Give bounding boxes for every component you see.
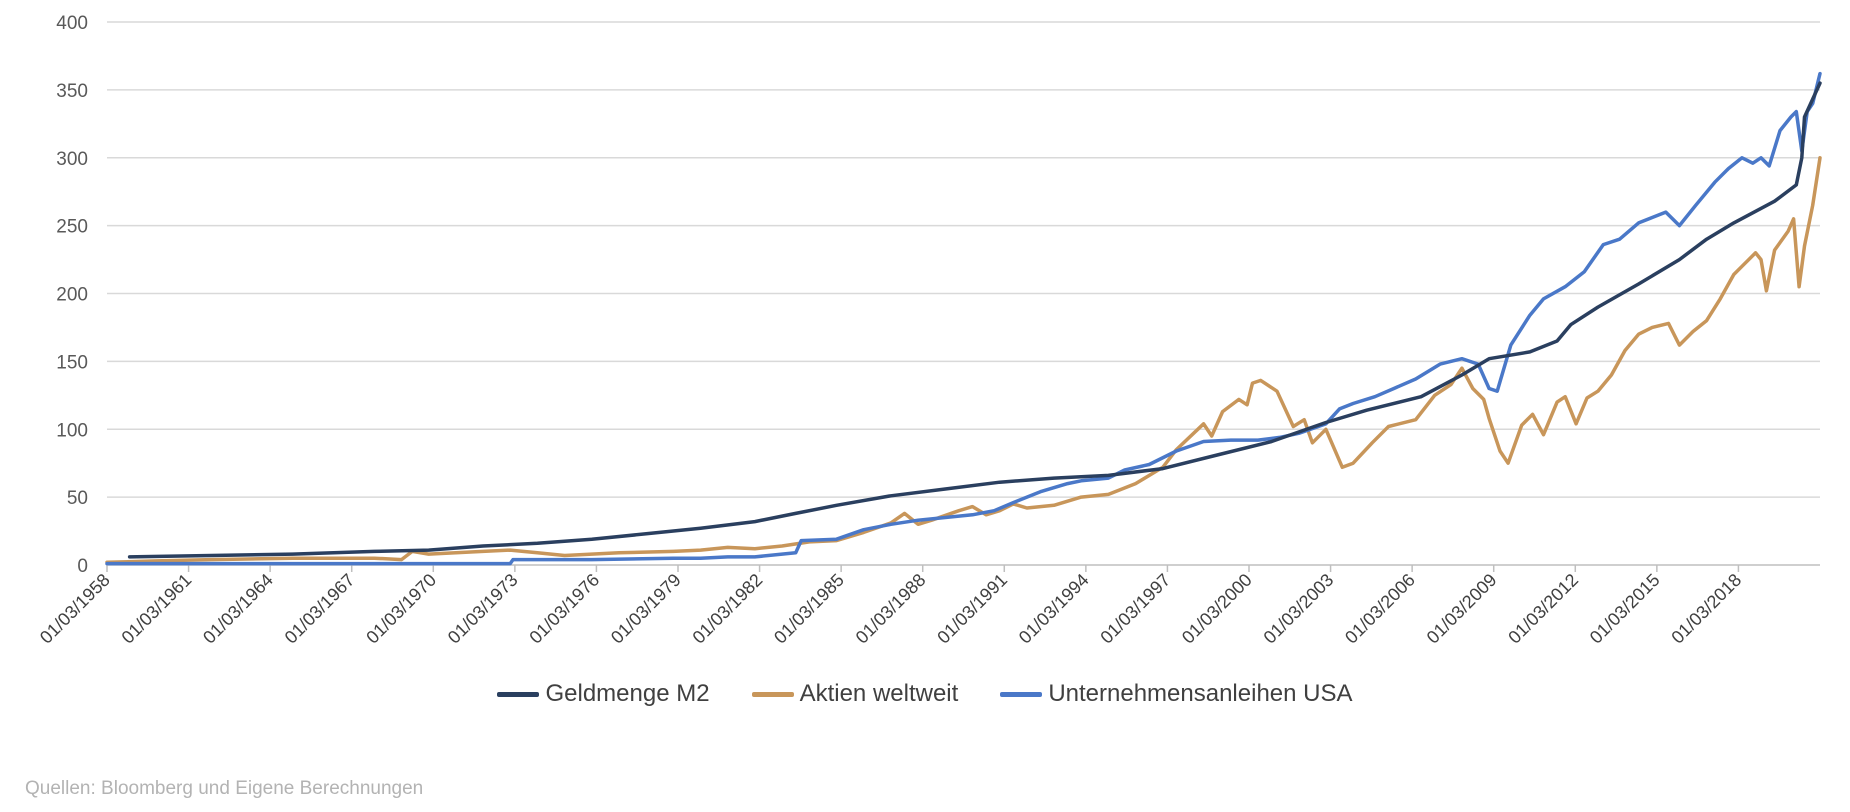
x-axis: 01/03/1958 01/03/1961 01/03/1964 01/03/1967…: [36, 565, 1745, 648]
series-lines: [105, 71, 1822, 566]
legend-swatch-m2: [497, 691, 540, 697]
x-tick-label: 01/03/1967: [281, 570, 359, 648]
x-tick-label: 01/03/2000: [1178, 570, 1256, 648]
x-tick-label: 01/03/1964: [199, 570, 277, 648]
x-tick-label: 01/03/1958: [36, 570, 114, 648]
legend-item-aktien: Aktien weltweit: [751, 680, 959, 708]
x-tick-label: 01/03/1997: [1096, 570, 1174, 648]
x-tick-label: 01/03/1991: [933, 570, 1011, 648]
legend-label-aktien: Aktien weltweit: [799, 680, 959, 707]
x-tick-label: 01/03/2009: [1423, 570, 1501, 648]
x-tick-label: 01/03/1979: [607, 570, 685, 648]
series-line-2: [105, 71, 1822, 566]
x-tick-label: 01/03/1976: [525, 570, 603, 648]
y-axis: 0 50 100 150 200 250 300 350 400: [56, 13, 88, 577]
legend-swatch-anleihen: [1000, 691, 1043, 697]
y-tick-label: 400: [56, 13, 88, 34]
x-tick-label: 01/03/2015: [1586, 570, 1664, 648]
y-tick-label: 350: [56, 81, 88, 102]
legend-item-anleihen: Unternehmensanleihen USA: [1000, 680, 1353, 708]
legend-swatch-aktien: [751, 691, 794, 697]
legend-label-m2: Geldmenge M2: [545, 680, 710, 707]
x-tick-label: 01/03/1994: [1015, 570, 1093, 648]
x-tick-label: 01/03/1973: [444, 570, 522, 648]
series-line-1: [105, 156, 1822, 565]
y-tick-label: 250: [56, 217, 88, 238]
y-tick-label: 300: [56, 149, 88, 170]
x-tick-label: 01/03/2012: [1504, 570, 1582, 648]
source-note: Quellen: Bloomberg und Eigene Berechnung…: [25, 778, 424, 799]
x-tick-label: 01/03/1985: [770, 570, 848, 648]
legend: Geldmenge M2 Aktien weltweit Unternehmen…: [0, 680, 1850, 708]
x-tick-label: 01/03/2018: [1667, 570, 1745, 648]
x-tick-label: 01/03/1982: [689, 570, 767, 648]
x-tick-label: 01/03/1988: [852, 570, 930, 648]
legend-item-m2: Geldmenge M2: [497, 680, 710, 708]
y-tick-label: 200: [56, 285, 88, 306]
x-tick-label: 01/03/2006: [1341, 570, 1419, 648]
y-tick-label: 100: [56, 420, 88, 441]
x-tick-label: 01/03/1961: [118, 570, 196, 648]
series-line-0: [127, 81, 1822, 559]
grid-lines: [107, 21, 1820, 566]
y-tick-label: 0: [77, 556, 88, 577]
y-tick-label: 150: [56, 352, 88, 373]
x-tick-label: 01/03/2003: [1260, 570, 1338, 648]
x-tick-label: 01/03/1970: [362, 570, 440, 648]
y-tick-label: 50: [67, 488, 88, 509]
legend-label-anleihen: Unternehmensanleihen USA: [1048, 680, 1353, 707]
